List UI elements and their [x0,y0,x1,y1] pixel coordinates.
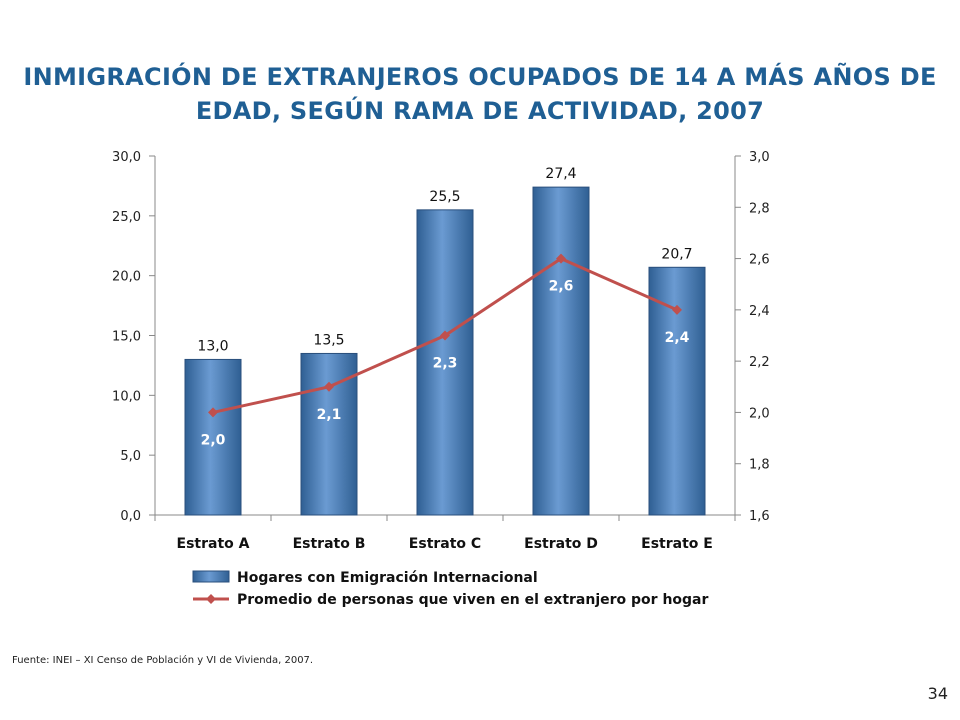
right-tick-label: 2,6 [749,253,770,268]
bar [416,209,474,516]
category-label: Estrato D [524,536,598,552]
bar [648,266,706,516]
line-point [208,407,218,418]
bar-value-label: 13,0 [197,338,228,354]
source-note: Fuente: INEI – XI Censo de Población y V… [12,655,314,666]
line-value-label: 2,0 [201,432,226,448]
bar-value-label: 20,7 [661,246,692,262]
category-label: Estrato C [409,536,481,552]
line-point [324,381,334,392]
page-number: 34 [927,684,948,703]
legend-line-marker [206,594,216,604]
line-value-label: 2,1 [317,407,342,423]
left-tick-label: 0,0 [120,509,141,524]
right-tick-label: 2,4 [749,304,770,319]
line-point [672,304,682,315]
right-tick-label: 2,2 [749,355,770,370]
bar [184,358,242,516]
legend-bar-swatch [192,570,230,583]
chart: 0,0 5,0 10,0 15,0 20,0 25,0 30,0 1,6 1,8 2,0 2,2 2,… [112,150,770,608]
left-tick-label: 30,0 [112,150,141,165]
left-tick-label: 10,0 [112,389,141,404]
bar [532,186,590,516]
category-label: Estrato A [177,536,250,552]
bar-value-label: 13,5 [313,332,344,348]
line-value-label: 2,3 [433,356,458,372]
bar-value-label: 27,4 [545,166,576,182]
right-tick-label: 3,0 [749,150,770,165]
right-tick-label: 2,0 [749,406,770,421]
right-tick-label: 2,8 [749,201,770,216]
bar [300,352,358,516]
left-tick-label: 20,0 [112,270,141,285]
right-tick-label: 1,8 [749,458,770,473]
line-point [556,253,566,264]
line-value-label: 2,6 [549,279,574,295]
legend-entry-bars: Hogares con Emigración Internacional [237,570,538,586]
right-tick-label: 1,6 [749,509,770,524]
page-title: INMIGRACIÓN DE EXTRANJEROS OCUPADOS DE 1… [23,63,937,125]
category-label: Estrato E [641,536,713,552]
category-label: Estrato B [293,536,366,552]
left-tick-label: 5,0 [120,449,141,464]
legend-entry-line: Promedio de personas que viven en el ext… [237,592,709,608]
left-tick-label: 15,0 [112,330,141,345]
line-value-label: 2,4 [665,330,690,346]
bar-value-label: 25,5 [429,189,460,205]
line-point [440,330,450,341]
left-tick-label: 25,0 [112,210,141,225]
